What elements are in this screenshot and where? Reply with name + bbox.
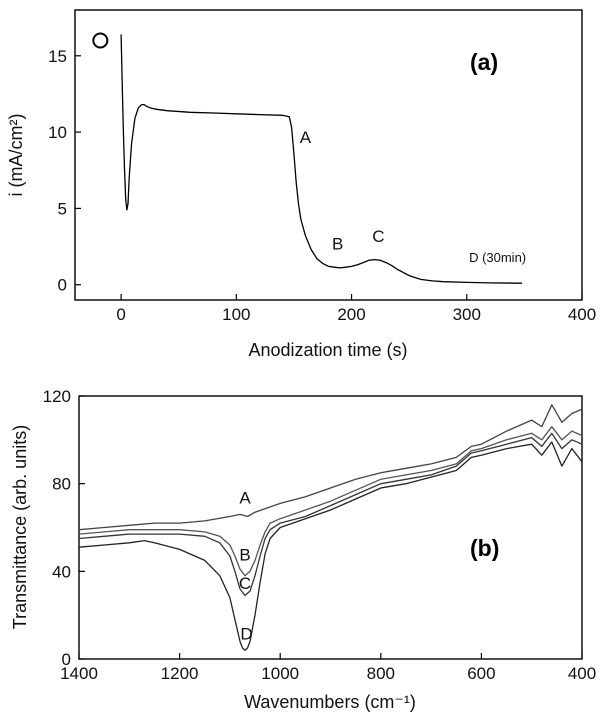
panel-a-annotation: D (30min) — [469, 250, 526, 265]
panel-a-annotation: C — [372, 227, 384, 246]
panel-a-ytick-label: 10 — [48, 123, 67, 142]
panel-b-series-line-d — [78, 441, 583, 651]
panel-b-series-line-c — [78, 432, 583, 597]
panel-a-xlabel: Anodization time (s) — [248, 340, 407, 360]
panel-b-series-line-a — [78, 404, 583, 531]
panel-a-ytick-label: 15 — [48, 47, 67, 66]
panel-b-series — [78, 404, 583, 651]
panel-a-frame — [74, 9, 583, 301]
panel-b-ytick-label: 0 — [62, 650, 71, 669]
panel-b-xtick-label: 1200 — [161, 664, 199, 683]
panel-b-xtick-label: 600 — [467, 664, 495, 683]
panel-b: 1400 1200 1000 800 600 400 0 40 80 120 A BC D (b) W… — [10, 387, 596, 712]
panel-b-annotation: C — [239, 574, 251, 593]
panel-b-label: (b) — [470, 535, 499, 561]
panel-a-series — [92, 32, 523, 284]
panel-b-ytick-label: 80 — [52, 475, 71, 494]
panel-b-annotation: B — [239, 545, 250, 564]
panel-a-start-marker — [92, 32, 109, 49]
panel-b-annotation: D — [240, 624, 252, 643]
panel-a-ticks: 0 100 200 300 400 0 5 10 15 — [48, 47, 596, 324]
panel-a-annotation: B — [332, 235, 343, 254]
panel-b-ylabel: Transmittance (arb. units) — [10, 425, 30, 629]
panel-b-ytick-label: 40 — [52, 562, 71, 581]
panel-b-xlabel: Wavenumbers (cm⁻¹) — [244, 692, 416, 712]
panel-a-ytick-label: 0 — [58, 276, 67, 295]
panel-a-ytick-label: 5 — [58, 199, 67, 218]
panel-b-annotations: A BC D — [239, 488, 253, 643]
panel-a-annotation: A — [300, 128, 312, 147]
panel-a-annotations: A B C D (30min) — [300, 128, 526, 265]
panel-b-xtick-label: 400 — [568, 664, 596, 683]
panel-a-xtick-label: 100 — [222, 305, 250, 324]
panel-b-series-line-b — [78, 426, 583, 577]
panel-a-xtick-label: 400 — [568, 305, 596, 324]
panel-b-xtick-label: 1000 — [261, 664, 299, 683]
panel-a-xtick-label: 0 — [116, 305, 125, 324]
panel-a-ylabel: i (mA/cm²) — [6, 114, 26, 197]
panel-b-ytick-label: 120 — [43, 387, 71, 406]
panel-a-label: (a) — [470, 49, 498, 75]
panel-a-xtick-label: 300 — [453, 305, 481, 324]
panel-a: 0 100 200 300 400 0 5 10 15 A B C D (30min) (a) Ano… — [6, 9, 596, 360]
panel-b-ticks: 1400 1200 1000 800 600 400 0 40 80 120 — [43, 387, 597, 683]
panel-a-series-line — [120, 34, 523, 284]
panel-b-xtick-label: 1400 — [60, 664, 98, 683]
panel-a-xtick-label: 200 — [337, 305, 365, 324]
panel-b-annotation: A — [239, 488, 251, 507]
panel-b-xtick-label: 800 — [367, 664, 395, 683]
panel-b-frame — [78, 395, 583, 660]
